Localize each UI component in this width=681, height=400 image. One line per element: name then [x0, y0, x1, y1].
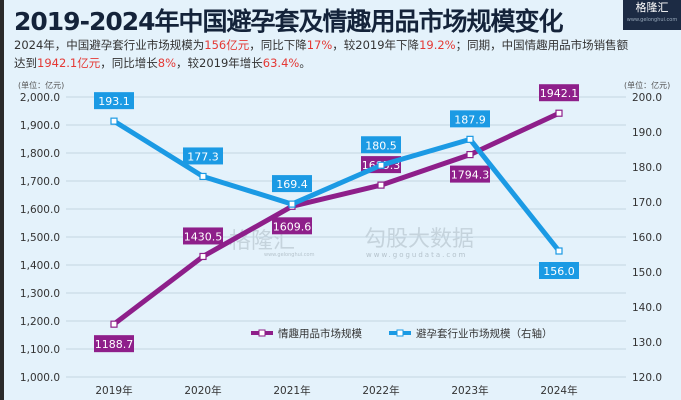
data-label: 1609.6	[273, 220, 312, 233]
y-right-tick-label: 170.0	[632, 197, 662, 209]
y-left-tick-label: 1,600.0	[20, 204, 60, 216]
y-right-tick-label: 130.0	[632, 337, 662, 349]
y-right-tick-label: 190.0	[632, 127, 662, 139]
data-label-bg	[183, 147, 223, 165]
data-label-bg	[539, 84, 579, 102]
data-label: 1430.5	[184, 230, 223, 243]
x-tick-label: 2023年	[451, 384, 488, 397]
legend-marker	[258, 329, 266, 337]
watermark-url2: www.gogudata.com	[366, 251, 467, 259]
y-left-tick-label: 1,500.0	[20, 232, 60, 244]
data-label: 1794.3	[451, 169, 490, 182]
data-label-bg	[183, 227, 223, 245]
y-left-tick-label: 1,800.0	[20, 148, 60, 160]
y-right-unit: (单位：亿元)	[624, 80, 670, 90]
x-tick-label: 2024年	[540, 384, 577, 397]
data-label-bg	[539, 262, 579, 279]
data-point	[377, 161, 385, 169]
y-left-tick-label: 1,100.0	[20, 344, 60, 356]
y-right-tick-label: 160.0	[632, 232, 662, 244]
y-left-unit: (单位：亿元)	[18, 80, 64, 90]
data-point	[555, 247, 563, 255]
data-label: 177.3	[187, 150, 219, 163]
watermark-brand2: 勾股大数据	[364, 227, 474, 252]
data-point	[110, 117, 118, 125]
data-point	[110, 320, 118, 328]
line-chart: 格隆汇www.gelonghui.com勾股大数据www.gogudata.co…	[18, 80, 670, 397]
y-right-tick-label: 140.0	[632, 302, 662, 314]
y-right-tick-label: 120.0	[632, 372, 662, 384]
x-tick-label: 2019年	[95, 384, 132, 397]
data-label: 169.4	[276, 178, 308, 191]
x-tick-label: 2020年	[184, 384, 221, 397]
data-label: 156.0	[543, 265, 575, 278]
data-label-bg	[94, 92, 134, 110]
series-line-0	[112, 110, 561, 327]
data-point	[555, 109, 563, 117]
y-left-tick-label: 1,700.0	[20, 176, 60, 188]
y-left-tick-label: 1,000.0	[20, 372, 60, 384]
series-line-1	[112, 119, 561, 253]
chart-title: 2019-2024年中国避孕套及情趣用品市场规模变化	[14, 7, 564, 36]
data-label-bg	[272, 217, 312, 235]
watermark-url: www.gelonghui.com	[264, 252, 315, 258]
y-left-tick-label: 1,200.0	[20, 316, 60, 328]
data-label-bg	[94, 335, 134, 353]
data-label: 187.9	[454, 113, 486, 126]
data-label-bg	[450, 165, 490, 183]
data-label-bg	[272, 175, 312, 193]
data-label-bg	[450, 110, 490, 128]
y-right-tick-label: 200.0	[632, 92, 662, 104]
data-point	[288, 200, 296, 208]
data-point	[199, 172, 207, 181]
y-left-tick-label: 1,400.0	[20, 260, 60, 272]
data-label: 193.1	[98, 95, 130, 108]
x-tick-label: 2021年	[273, 384, 310, 397]
chart-subtitle: 2024年，中国避孕套行业市场规模为156亿元，同比下降17%，较2019年下降…	[14, 38, 629, 70]
data-label: 180.5	[365, 139, 397, 152]
y-left-tick-label: 2,000.0	[20, 92, 60, 104]
x-tick-label: 2022年	[362, 384, 399, 397]
data-label: 1188.7	[95, 338, 134, 351]
data-label-bg	[361, 136, 401, 154]
y-left-tick-label: 1,900.0	[20, 120, 60, 132]
y-right-tick-label: 150.0	[632, 267, 662, 279]
data-point	[466, 150, 474, 159]
data-label: 1942.1	[540, 87, 579, 100]
legend-label: 情趣用品市场规模	[278, 327, 362, 340]
legend-marker	[396, 329, 404, 337]
legend-label: 避孕套行业市场规模（右轴）	[416, 327, 553, 340]
logo: 格隆汇 www.gelonghui.com	[623, 0, 681, 30]
y-left-tick-label: 1,300.0	[20, 288, 60, 300]
data-point	[199, 252, 207, 261]
y-right-tick-label: 180.0	[632, 162, 662, 174]
data-point	[466, 135, 474, 143]
data-point	[377, 181, 385, 189]
